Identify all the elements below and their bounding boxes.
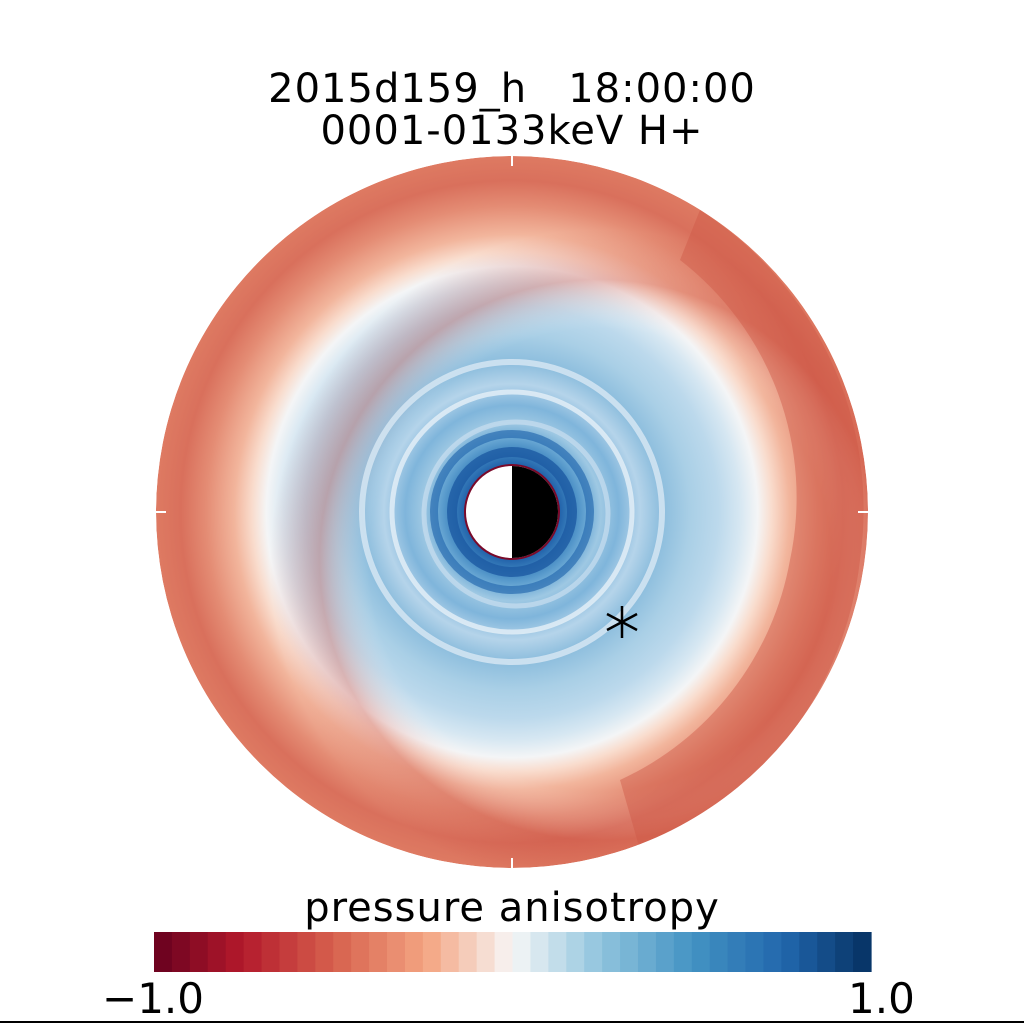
colorbar-segment: [584, 932, 603, 972]
colorbar-segment: [799, 932, 818, 972]
colorbar-segment: [422, 932, 442, 972]
colorbar-segment: [476, 932, 496, 972]
colorbar-segment: [297, 932, 316, 972]
colorbar-segment: [673, 932, 693, 972]
colorbar-segment: [548, 932, 567, 972]
chart-subtitle: 0001-0133keV H+: [320, 108, 703, 154]
colorbar-segment: [207, 932, 227, 972]
colorbar-segment: [171, 932, 191, 972]
colorbar-segment: [351, 932, 370, 972]
colorbar-label: pressure anisotropy: [304, 885, 720, 931]
colorbar-segment: [655, 932, 675, 972]
colorbar-segment: [387, 932, 406, 972]
axis-ticks: [150, 150, 874, 874]
colorbar-segment: [154, 932, 173, 972]
colorbar-segment: [637, 932, 657, 972]
colorbar-segment: [315, 932, 334, 972]
colorbar-segment: [835, 932, 854, 972]
colorbar-segment: [404, 932, 424, 972]
colorbar-segment: [817, 932, 836, 972]
chart-title: 2015d159_h 18:00:00: [268, 66, 756, 112]
earth-marker: [464, 464, 560, 560]
colorbar-segment: [494, 932, 514, 972]
colorbar-segment: [691, 932, 711, 972]
colorbar-segment: [243, 932, 263, 972]
colorbar-segment: [602, 932, 621, 972]
colorbar-segment: [745, 932, 765, 972]
colorbar-segment: [369, 932, 388, 972]
colorbar: [0, 932, 1024, 1023]
colorbar-segment: [530, 932, 549, 972]
colorbar-segment: [279, 932, 299, 972]
colorbar-segment: [458, 932, 478, 972]
colorbar-tick-min: −1.0: [102, 974, 204, 1023]
colorbar-segment: [709, 932, 729, 972]
colorbar-segment: [225, 932, 245, 972]
colorbar-segment: [566, 932, 585, 972]
colorbar-segment: [333, 932, 352, 972]
colorbar-tick-max: 1.0: [848, 974, 915, 1023]
colorbar-segment: [261, 932, 281, 972]
colorbar-segment: [781, 932, 800, 972]
colorbar-segment: [512, 932, 532, 972]
colorbar-segment: [620, 932, 639, 972]
colorbar-segment: [853, 932, 872, 972]
colorbar-segment: [189, 932, 209, 972]
satellite-asterisk-marker: [606, 606, 638, 638]
colorbar-segment: [727, 932, 747, 972]
colorbar-segment: [763, 932, 782, 972]
colorbar-segment: [440, 932, 460, 972]
